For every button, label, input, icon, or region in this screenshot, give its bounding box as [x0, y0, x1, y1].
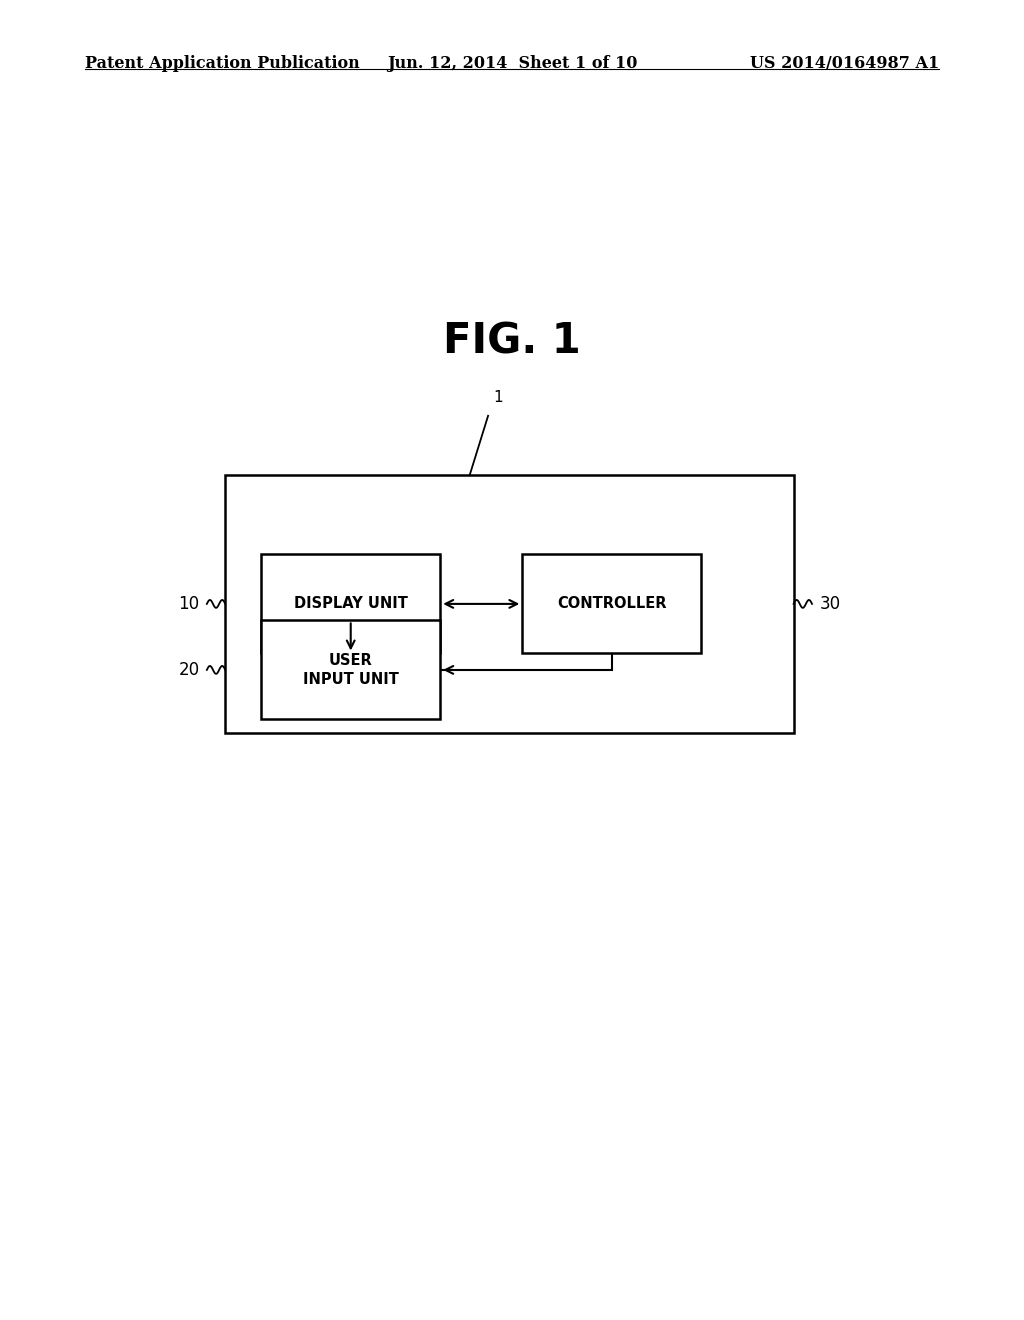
- Text: 30: 30: [819, 595, 841, 612]
- Text: DISPLAY UNIT: DISPLAY UNIT: [294, 597, 408, 611]
- Text: FIG. 1: FIG. 1: [443, 321, 581, 363]
- Bar: [225, 475, 794, 733]
- Text: USER
INPUT UNIT: USER INPUT UNIT: [303, 653, 398, 686]
- Text: 1: 1: [494, 391, 503, 405]
- Bar: [261, 554, 440, 653]
- Text: Jun. 12, 2014  Sheet 1 of 10: Jun. 12, 2014 Sheet 1 of 10: [387, 55, 637, 73]
- Text: US 2014/0164987 A1: US 2014/0164987 A1: [750, 55, 939, 73]
- Text: Patent Application Publication: Patent Application Publication: [85, 55, 359, 73]
- Bar: [522, 554, 701, 653]
- Bar: [261, 620, 440, 719]
- Text: 20: 20: [178, 661, 200, 678]
- Text: 10: 10: [178, 595, 200, 612]
- Text: CONTROLLER: CONTROLLER: [557, 597, 667, 611]
